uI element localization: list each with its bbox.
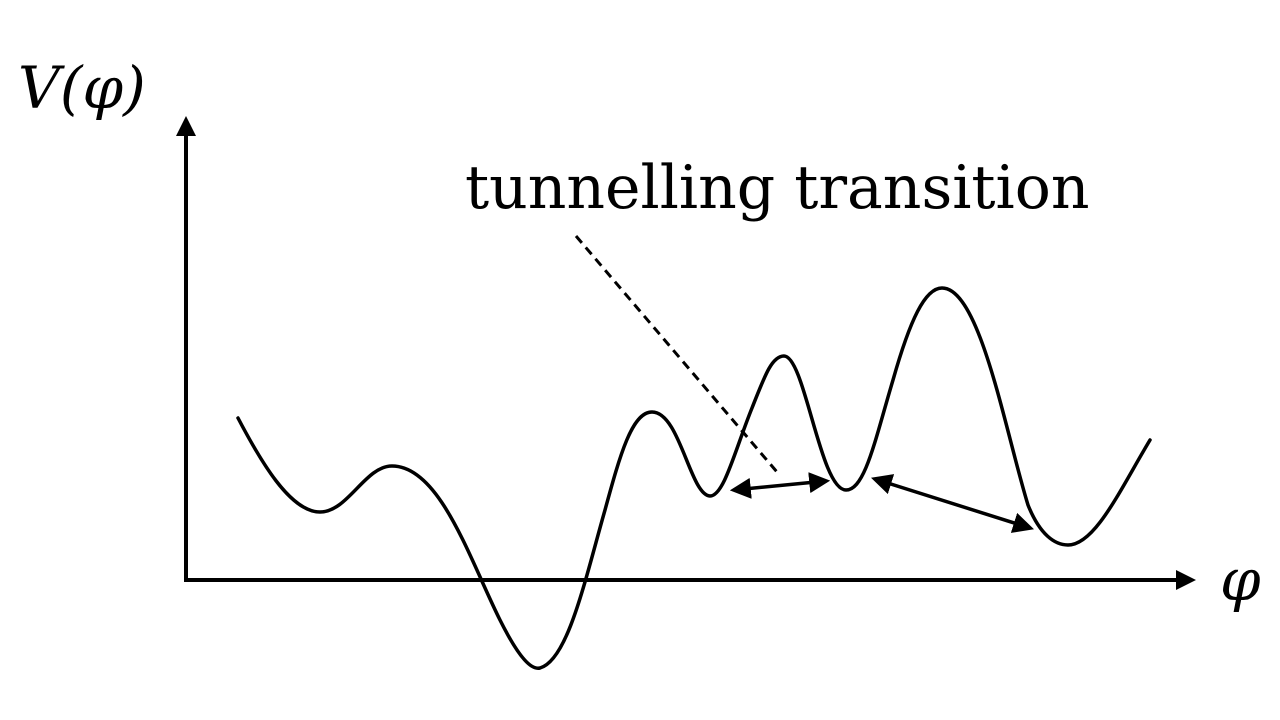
tunnelling-arrow-2 (870, 474, 1035, 533)
y-axis-label: V(φ) (18, 54, 146, 122)
tunnelling-arrow-1 (729, 472, 831, 499)
potential-curve (236, 286, 1152, 670)
annotation-leader-line (574, 235, 779, 473)
x-axis-label: φ (1220, 546, 1261, 614)
annotation-label: tunnelling transition (465, 153, 1090, 223)
